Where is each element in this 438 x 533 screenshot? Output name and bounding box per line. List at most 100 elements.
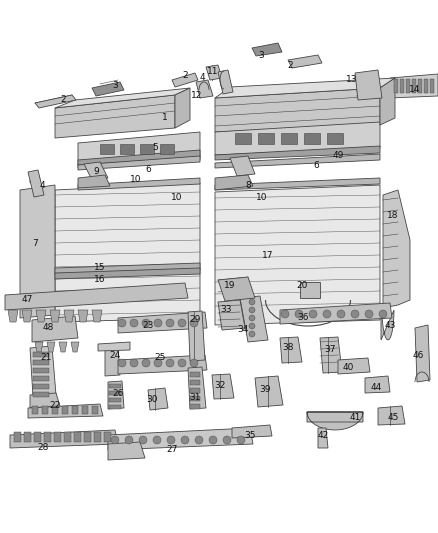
- Polygon shape: [47, 342, 55, 352]
- Circle shape: [178, 319, 186, 327]
- Polygon shape: [78, 310, 88, 322]
- Circle shape: [379, 310, 387, 318]
- Bar: [32, 406, 38, 414]
- Polygon shape: [252, 43, 282, 56]
- Circle shape: [249, 323, 255, 329]
- Bar: [33, 352, 49, 357]
- Polygon shape: [59, 342, 67, 352]
- Circle shape: [309, 310, 317, 318]
- Bar: [109, 391, 121, 395]
- Bar: [300, 282, 320, 298]
- Polygon shape: [215, 178, 380, 190]
- Text: 42: 42: [318, 431, 328, 440]
- Text: 41: 41: [350, 414, 360, 423]
- Circle shape: [142, 359, 150, 367]
- Bar: [327, 133, 343, 144]
- Polygon shape: [212, 374, 234, 399]
- Polygon shape: [381, 310, 394, 340]
- Text: 45: 45: [387, 414, 399, 423]
- Circle shape: [323, 310, 331, 318]
- Text: 43: 43: [384, 320, 396, 329]
- Polygon shape: [230, 156, 255, 176]
- Polygon shape: [30, 346, 56, 397]
- Bar: [235, 133, 251, 144]
- Text: 46: 46: [412, 351, 424, 359]
- Polygon shape: [64, 310, 74, 322]
- Polygon shape: [118, 355, 207, 374]
- Polygon shape: [215, 154, 380, 168]
- Polygon shape: [108, 381, 124, 409]
- Polygon shape: [22, 310, 32, 322]
- Polygon shape: [78, 178, 200, 190]
- Polygon shape: [92, 310, 102, 322]
- Polygon shape: [188, 311, 205, 361]
- Polygon shape: [78, 175, 110, 188]
- Text: 49: 49: [332, 150, 344, 159]
- Text: 17: 17: [262, 251, 274, 260]
- Text: 1: 1: [162, 114, 168, 123]
- Polygon shape: [30, 393, 60, 408]
- Circle shape: [295, 310, 303, 318]
- Text: 48: 48: [42, 324, 54, 333]
- Bar: [82, 406, 88, 414]
- Circle shape: [153, 436, 161, 444]
- Text: 10: 10: [256, 193, 268, 203]
- Polygon shape: [92, 82, 124, 96]
- Bar: [64, 432, 71, 442]
- Circle shape: [181, 436, 189, 444]
- Text: 9: 9: [93, 167, 99, 176]
- Polygon shape: [215, 122, 380, 155]
- Text: 8: 8: [245, 181, 251, 190]
- Circle shape: [249, 331, 255, 337]
- Polygon shape: [215, 88, 380, 132]
- Polygon shape: [365, 376, 390, 393]
- Bar: [52, 406, 58, 414]
- Polygon shape: [35, 342, 43, 352]
- Bar: [33, 360, 49, 365]
- Polygon shape: [320, 337, 342, 373]
- Text: 44: 44: [371, 384, 381, 392]
- Polygon shape: [415, 325, 430, 382]
- Circle shape: [154, 359, 162, 367]
- Polygon shape: [355, 70, 382, 100]
- Text: 28: 28: [37, 443, 49, 453]
- Polygon shape: [20, 185, 55, 318]
- Text: 15: 15: [94, 263, 106, 272]
- Polygon shape: [206, 65, 222, 80]
- Bar: [33, 376, 49, 381]
- Bar: [190, 388, 200, 393]
- Text: 39: 39: [259, 385, 271, 394]
- Circle shape: [249, 299, 255, 305]
- Bar: [190, 380, 200, 385]
- Polygon shape: [50, 310, 60, 322]
- Bar: [430, 79, 434, 93]
- Polygon shape: [338, 358, 370, 374]
- Polygon shape: [55, 268, 200, 279]
- Bar: [400, 79, 404, 93]
- Bar: [104, 432, 111, 442]
- Text: 47: 47: [21, 295, 33, 304]
- Polygon shape: [188, 367, 206, 409]
- Circle shape: [139, 436, 147, 444]
- Circle shape: [130, 319, 138, 327]
- Polygon shape: [218, 70, 233, 94]
- Polygon shape: [28, 170, 44, 197]
- Polygon shape: [215, 146, 380, 160]
- Text: 40: 40: [343, 364, 354, 373]
- Circle shape: [237, 436, 245, 444]
- Text: 34: 34: [237, 326, 249, 335]
- Text: 3: 3: [112, 80, 118, 90]
- Circle shape: [166, 319, 174, 327]
- Circle shape: [365, 310, 373, 318]
- Circle shape: [281, 310, 289, 318]
- Polygon shape: [378, 406, 405, 425]
- Text: 2: 2: [60, 95, 66, 104]
- Circle shape: [249, 315, 255, 321]
- Polygon shape: [78, 132, 200, 168]
- Polygon shape: [288, 55, 322, 68]
- Bar: [94, 432, 101, 442]
- Polygon shape: [108, 442, 145, 460]
- Text: 21: 21: [40, 353, 52, 362]
- Text: 18: 18: [387, 211, 399, 220]
- Bar: [406, 79, 410, 93]
